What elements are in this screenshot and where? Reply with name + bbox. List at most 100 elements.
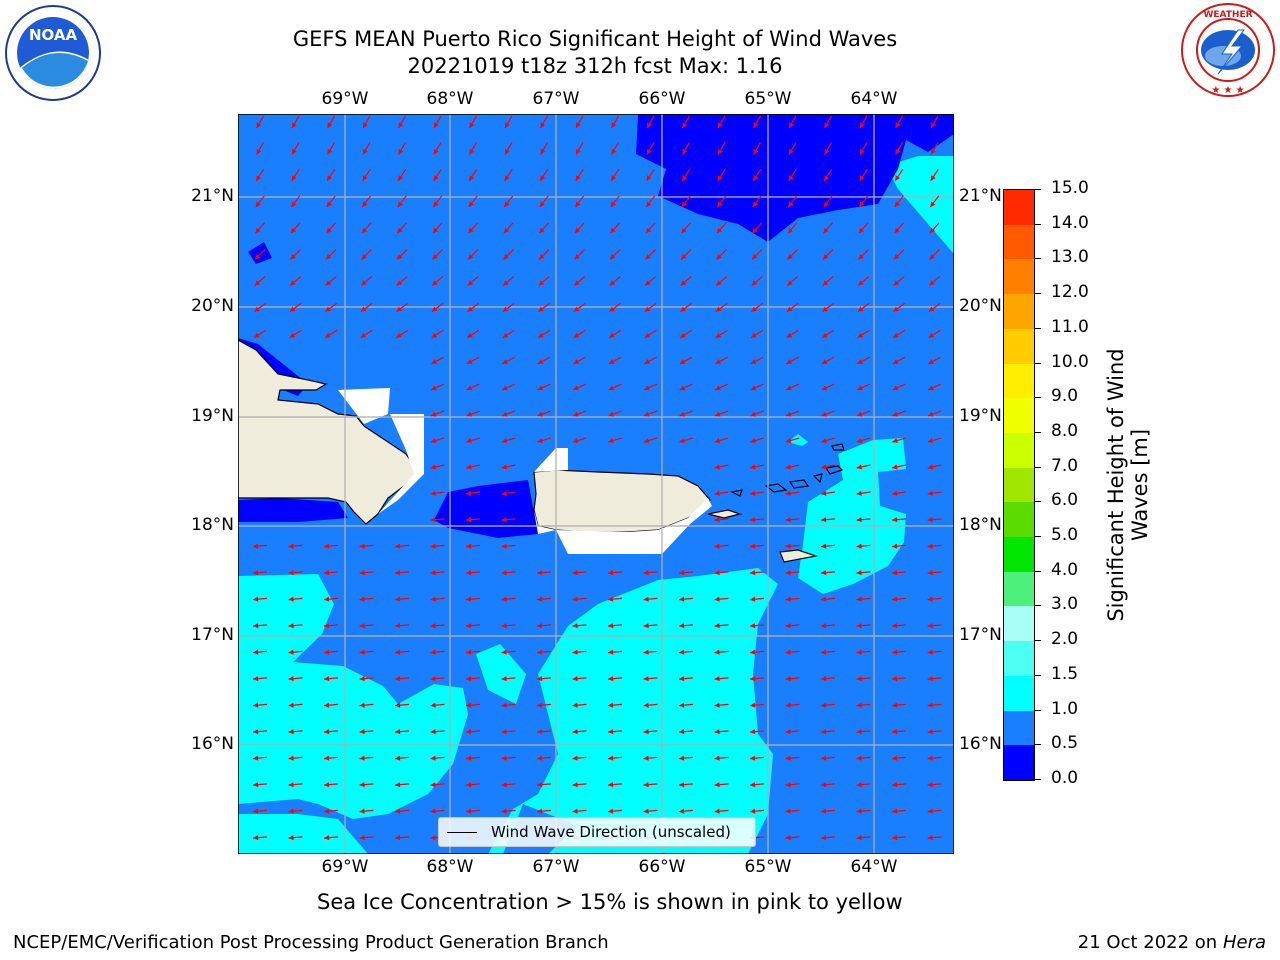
- wind-arrow: [785, 570, 800, 576]
- wind-arrow: [645, 249, 656, 260]
- colorbar-tick-mark: [1035, 536, 1041, 538]
- wind-arrow: [750, 437, 764, 444]
- wind-arrow: [929, 249, 940, 260]
- wind-arrow: [465, 676, 481, 682]
- colorbar-tick-mark: [1035, 466, 1041, 468]
- wind-arrow: [678, 702, 694, 708]
- colorbar-segment: [1004, 571, 1034, 607]
- wind-arrow: [394, 596, 410, 602]
- wind-arrow: [891, 782, 907, 788]
- wind-arrow: [788, 168, 797, 182]
- wind-arrow: [290, 249, 301, 260]
- wind-arrow: [608, 356, 622, 365]
- wind-arrow: [504, 168, 513, 182]
- wind-arrow: [645, 195, 656, 208]
- wind-arrow: [430, 517, 445, 523]
- lat-label-right-17: 17°N: [959, 625, 1002, 645]
- wind-arrow: [502, 275, 515, 287]
- wind-arrow: [359, 623, 374, 629]
- wind-arrow: [857, 329, 870, 339]
- wind-arrow: [714, 410, 729, 417]
- svg-text:WEATHER: WEATHER: [1203, 10, 1252, 20]
- wind-arrow: [572, 410, 587, 417]
- wind-arrow: [254, 302, 266, 313]
- wind-arrow: [288, 755, 303, 761]
- wind-arrow: [430, 623, 445, 629]
- legend-line-swatch: [447, 831, 477, 833]
- colorbar-tick-label: 5.0: [1051, 525, 1079, 546]
- wind-arrow: [465, 729, 481, 735]
- wind-arrow: [431, 356, 444, 365]
- wind-arrow: [607, 676, 623, 682]
- wave-region-cyan-central: [488, 568, 778, 854]
- wind-arrow: [538, 275, 550, 287]
- wind-arrow: [894, 142, 904, 155]
- colorbar-segment: [1004, 605, 1034, 642]
- wind-arrow: [539, 168, 549, 182]
- colorbar-tick-mark: [1035, 327, 1041, 329]
- wind-arrow: [928, 356, 941, 365]
- colorbar-tick-label: 14.0: [1051, 212, 1089, 233]
- wind-arrow: [893, 222, 905, 234]
- wind-arrow: [751, 302, 763, 313]
- wind-arrow: [749, 517, 765, 523]
- wind-arrow: [823, 168, 833, 182]
- wind-arrow: [501, 755, 516, 761]
- land-halo-hispaniola: [338, 388, 390, 424]
- wind-arrow: [930, 168, 939, 182]
- wind-arrow: [749, 702, 765, 708]
- wind-arrow: [465, 570, 481, 576]
- wind-arrow: [927, 623, 942, 629]
- wind-arrow: [891, 808, 907, 814]
- wind-arrow: [362, 115, 371, 129]
- wind-arrow: [504, 115, 513, 129]
- wind-arrow: [288, 623, 303, 629]
- wind-arrow: [359, 570, 374, 576]
- wind-arrow: [430, 570, 445, 576]
- wind-arrow: [394, 729, 410, 735]
- wind-arrow: [326, 142, 336, 155]
- colorbar-tick-label: 1.5: [1051, 663, 1079, 684]
- wind-arrow: [679, 383, 693, 391]
- wind-arrow: [749, 676, 765, 682]
- wind-arrow: [749, 570, 765, 576]
- wind-arrow: [751, 275, 763, 287]
- wind-arrow: [786, 275, 799, 287]
- wind-arrow: [679, 329, 693, 339]
- footer-host: Hera: [1222, 932, 1266, 953]
- wind-arrow: [360, 329, 373, 339]
- wind-arrow: [573, 275, 586, 287]
- wind-arrow: [465, 543, 481, 549]
- wind-arrow: [714, 543, 729, 549]
- map-panel[interactable]: [238, 114, 954, 854]
- wind-arrow: [715, 329, 728, 339]
- land-halo-puerto-rico: [534, 448, 712, 554]
- wind-arrow: [465, 623, 481, 629]
- wind-arrow: [927, 702, 942, 708]
- noaa-logo-text: NOAA: [29, 26, 78, 44]
- lat-label-right-18: 18°N: [959, 515, 1002, 535]
- wind-arrow: [714, 808, 729, 814]
- wind-arrow: [538, 249, 550, 260]
- svg-text:★ ★ ★: ★ ★ ★: [1211, 85, 1244, 96]
- lon-label-bottom-68: 68°W: [426, 857, 474, 877]
- wind-arrow: [644, 275, 657, 287]
- wind-arrow: [397, 168, 407, 182]
- wind-arrow: [290, 222, 301, 234]
- wind-arrow: [714, 383, 729, 391]
- wind-arrow: [927, 464, 942, 470]
- wind-arrow: [288, 702, 303, 708]
- wave-region-cyan-islet: [788, 434, 808, 446]
- wind-arrow: [644, 356, 657, 365]
- wind-arrow: [716, 222, 727, 234]
- colorbar-title-line1: Significant Height of Wind: [1103, 348, 1128, 622]
- colorbar-tick-label: 12.0: [1051, 282, 1089, 303]
- colorbar-tick-mark: [1035, 293, 1041, 295]
- wind-arrow: [394, 543, 410, 549]
- lat-label-left-20: 20°N: [191, 296, 234, 316]
- wind-arrow: [786, 329, 799, 339]
- wind-arrow: [856, 517, 871, 523]
- wind-arrow: [822, 302, 834, 313]
- wind-arrow: [430, 808, 445, 814]
- wind-arrow: [714, 676, 729, 682]
